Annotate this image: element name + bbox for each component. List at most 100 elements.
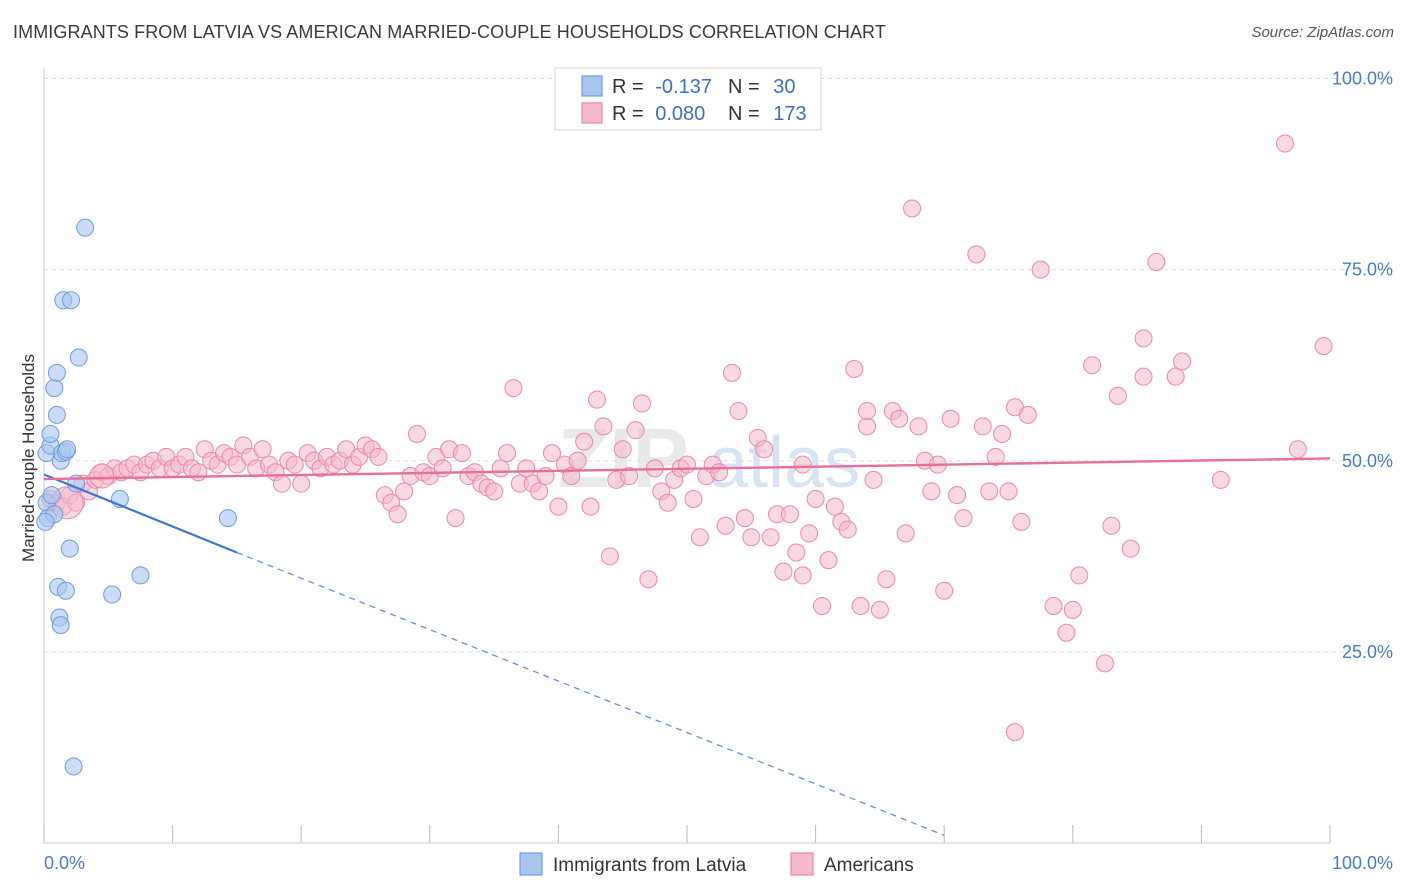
x-tick-label: 100.0% — [1332, 853, 1393, 873]
americans-point — [407, 424, 426, 443]
legend-r-label-americans: R = — [612, 103, 644, 125]
americans-point — [954, 509, 973, 528]
latvia-point — [64, 757, 83, 776]
americans-point — [1095, 654, 1114, 673]
americans-point — [89, 463, 115, 489]
americans-point — [1070, 566, 1089, 585]
americans-point — [575, 432, 594, 451]
americans-trend-line — [43, 457, 1331, 481]
americans-point — [1173, 352, 1192, 371]
americans-point — [716, 516, 735, 535]
americans-point — [452, 444, 471, 463]
americans-point — [678, 455, 696, 474]
americans-point — [858, 402, 877, 421]
americans-point — [973, 417, 992, 436]
americans-point — [922, 482, 941, 501]
legend-r-value-americans: 0.080 — [655, 103, 705, 125]
americans-point — [948, 486, 967, 505]
latvia-point — [56, 581, 75, 600]
americans-point — [1044, 597, 1063, 616]
americans-point — [581, 497, 600, 516]
americans-point — [594, 417, 613, 436]
latvia-points — [36, 218, 237, 776]
y-tick-label: 50.0% — [1342, 451, 1393, 471]
americans-point — [485, 482, 504, 501]
bottom-legend-label-latvia: Immigrants from Latvia — [553, 855, 747, 876]
americans-point — [793, 566, 812, 585]
americans-point — [851, 597, 870, 616]
legend-n-label-latvia: N = — [728, 76, 760, 98]
latvia-trend-line — [43, 473, 238, 554]
americans-point — [993, 424, 1012, 443]
americans-point — [780, 505, 799, 524]
americans-point — [729, 402, 748, 421]
americans-point — [632, 394, 651, 413]
americans-point — [935, 581, 954, 600]
y-tick-label: 75.0% — [1342, 260, 1393, 280]
bottom-legend-swatch-americans — [790, 852, 814, 876]
americans-point — [684, 489, 703, 508]
chart-title: IMMIGRANTS FROM LATVIA VS AMERICAN MARRI… — [13, 22, 886, 42]
americans-point — [613, 440, 632, 459]
americans-point — [793, 455, 812, 474]
y-tick-label: 100.0% — [1332, 69, 1393, 89]
americans-point — [890, 409, 909, 428]
americans-point — [1108, 386, 1127, 405]
americans-point — [864, 470, 883, 489]
latvia-point — [76, 218, 95, 237]
americans-point — [999, 482, 1018, 501]
americans-point — [1031, 260, 1050, 279]
trend-lines — [43, 457, 1331, 836]
latvia-point — [58, 440, 77, 459]
americans-point — [838, 520, 857, 539]
americans-point — [626, 421, 645, 440]
americans-point — [903, 199, 922, 218]
latvia-point — [218, 509, 237, 528]
latvia-point — [51, 616, 70, 635]
y-tick-label: 25.0% — [1342, 642, 1393, 662]
latvia-point — [103, 585, 122, 604]
legend-r-label-latvia: R = — [612, 76, 644, 98]
americans-point — [1012, 512, 1031, 531]
americans-point — [1147, 252, 1166, 271]
top-legend: R = -0.137 N = 30 R = 0.080 N = 173 — [554, 67, 822, 131]
legend-r-value-latvia: -0.137 — [655, 76, 712, 98]
americans-point — [600, 547, 619, 566]
americans-point — [1018, 405, 1037, 424]
latvia-point — [60, 539, 79, 558]
americans-point — [1288, 440, 1307, 459]
americans-point — [819, 551, 838, 570]
americans-point — [755, 440, 774, 459]
latvia-point — [62, 291, 81, 310]
americans-point — [491, 459, 510, 478]
americans-point — [1166, 367, 1185, 386]
americans-point — [690, 528, 709, 547]
americans-point — [517, 459, 536, 478]
americans-point — [761, 528, 780, 547]
americans-point — [909, 417, 928, 436]
americans-point — [497, 444, 516, 463]
americans-point — [870, 600, 889, 619]
americans-point — [845, 360, 864, 379]
americans-point — [735, 509, 754, 528]
americans-point — [967, 245, 986, 264]
americans-point — [1211, 470, 1230, 489]
americans-point — [1005, 723, 1024, 742]
svg-text:N = 173: N = 173 — [728, 103, 807, 125]
x-tick-label: 0.0% — [44, 853, 85, 873]
americans-point — [723, 363, 742, 382]
americans-point — [568, 451, 587, 470]
americans-point — [587, 390, 606, 409]
americans-point — [1275, 134, 1294, 153]
bottom-legend-label-americans: Americans — [824, 855, 914, 876]
americans-point — [710, 463, 729, 482]
americans-point — [658, 493, 677, 512]
americans-point — [877, 570, 896, 589]
bottom-legend-swatch-latvia — [519, 852, 543, 876]
americans-point — [1121, 539, 1140, 558]
americans-point — [980, 482, 999, 501]
americans-point — [1102, 516, 1121, 535]
latvia-point — [69, 348, 88, 367]
americans-point — [941, 409, 960, 428]
americans-point — [272, 474, 291, 493]
